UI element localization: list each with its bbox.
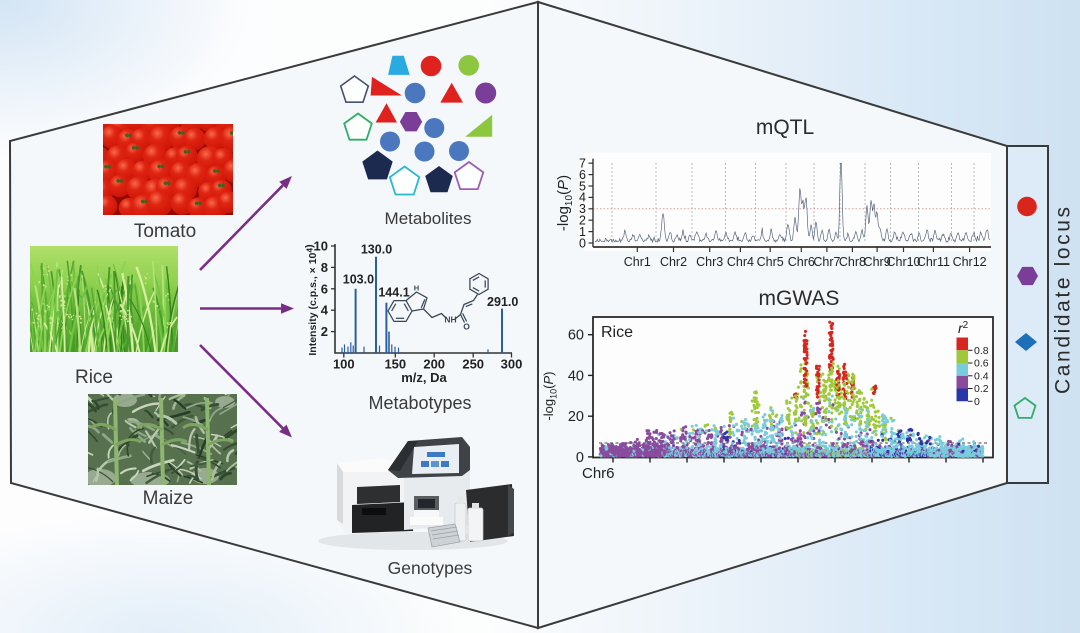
svg-text:130.0: 130.0 (361, 243, 392, 257)
svg-text:6: 6 (321, 281, 328, 296)
svg-text:4: 4 (579, 191, 586, 205)
svg-text:Chr9: Chr9 (864, 255, 891, 269)
svg-text:8: 8 (321, 260, 328, 275)
svg-text:Chr1: Chr1 (624, 255, 651, 269)
svg-text:6: 6 (579, 168, 586, 182)
svg-text:103.0: 103.0 (343, 273, 374, 287)
svg-text:H: H (414, 284, 419, 293)
svg-text:200: 200 (423, 357, 445, 372)
svg-text:-log10(P): -log10(P) (541, 371, 559, 420)
svg-text:291.0: 291.0 (487, 295, 518, 309)
svg-text:1: 1 (579, 225, 586, 239)
svg-text:60: 60 (568, 328, 584, 344)
svg-text:300: 300 (501, 357, 523, 372)
svg-text:7: 7 (579, 157, 586, 171)
svg-text:O: O (463, 322, 470, 332)
svg-text:Chr8: Chr8 (839, 255, 866, 269)
svg-text:NH: NH (444, 315, 456, 325)
svg-text:Chr11: Chr11 (917, 255, 950, 269)
svg-text:10: 10 (314, 239, 328, 254)
svg-text:Chr5: Chr5 (757, 255, 784, 269)
svg-text:Chr12: Chr12 (953, 255, 987, 269)
svg-text:Rice: Rice (601, 324, 633, 341)
svg-text:0: 0 (579, 236, 586, 250)
svg-text:Metabotypes: Metabotypes (368, 393, 471, 413)
svg-text:0: 0 (576, 450, 584, 466)
svg-text:Chr2: Chr2 (660, 255, 687, 269)
svg-text:Chr7: Chr7 (813, 255, 840, 269)
svg-text:Intensity (c.p.s., × 104): Intensity (c.p.s., × 104) (304, 244, 320, 355)
svg-text:20: 20 (568, 409, 584, 425)
svg-text:0.6: 0.6 (974, 358, 989, 370)
svg-text:r2: r2 (958, 320, 969, 336)
svg-text:0.4: 0.4 (974, 370, 989, 382)
svg-text:Metabolites: Metabolites (385, 209, 472, 228)
svg-text:Chr4: Chr4 (727, 255, 754, 269)
svg-text:Chr6: Chr6 (788, 255, 815, 269)
svg-text:40: 40 (568, 368, 584, 384)
svg-text:144.1: 144.1 (378, 286, 409, 300)
svg-text:4: 4 (321, 303, 329, 318)
svg-text:250: 250 (462, 357, 484, 372)
svg-text:Chr3: Chr3 (696, 255, 723, 269)
svg-text:-log10(P): -log10(P) (555, 175, 575, 231)
svg-text:2: 2 (321, 324, 328, 339)
svg-text:Chr10: Chr10 (886, 255, 920, 269)
svg-text:mQTL: mQTL (756, 116, 814, 139)
svg-text:mGWAS: mGWAS (759, 287, 840, 310)
svg-text:Maize: Maize (143, 488, 194, 509)
svg-text:Chr6: Chr6 (582, 465, 615, 482)
svg-text:Rice: Rice (75, 367, 113, 388)
svg-text:0.2: 0.2 (974, 383, 989, 395)
svg-text:5: 5 (579, 179, 586, 193)
svg-text:Genotypes: Genotypes (388, 558, 473, 578)
svg-text:Tomato: Tomato (134, 221, 196, 242)
svg-text:100: 100 (333, 357, 355, 372)
svg-text:Candidate locus: Candidate locus (1052, 207, 1075, 394)
svg-text:0.8: 0.8 (974, 345, 989, 357)
svg-text:3: 3 (579, 202, 586, 216)
svg-text:0: 0 (974, 396, 980, 408)
svg-text:150: 150 (384, 357, 406, 372)
svg-text:2: 2 (579, 214, 586, 228)
svg-text:m/z, Da: m/z, Da (401, 370, 447, 385)
